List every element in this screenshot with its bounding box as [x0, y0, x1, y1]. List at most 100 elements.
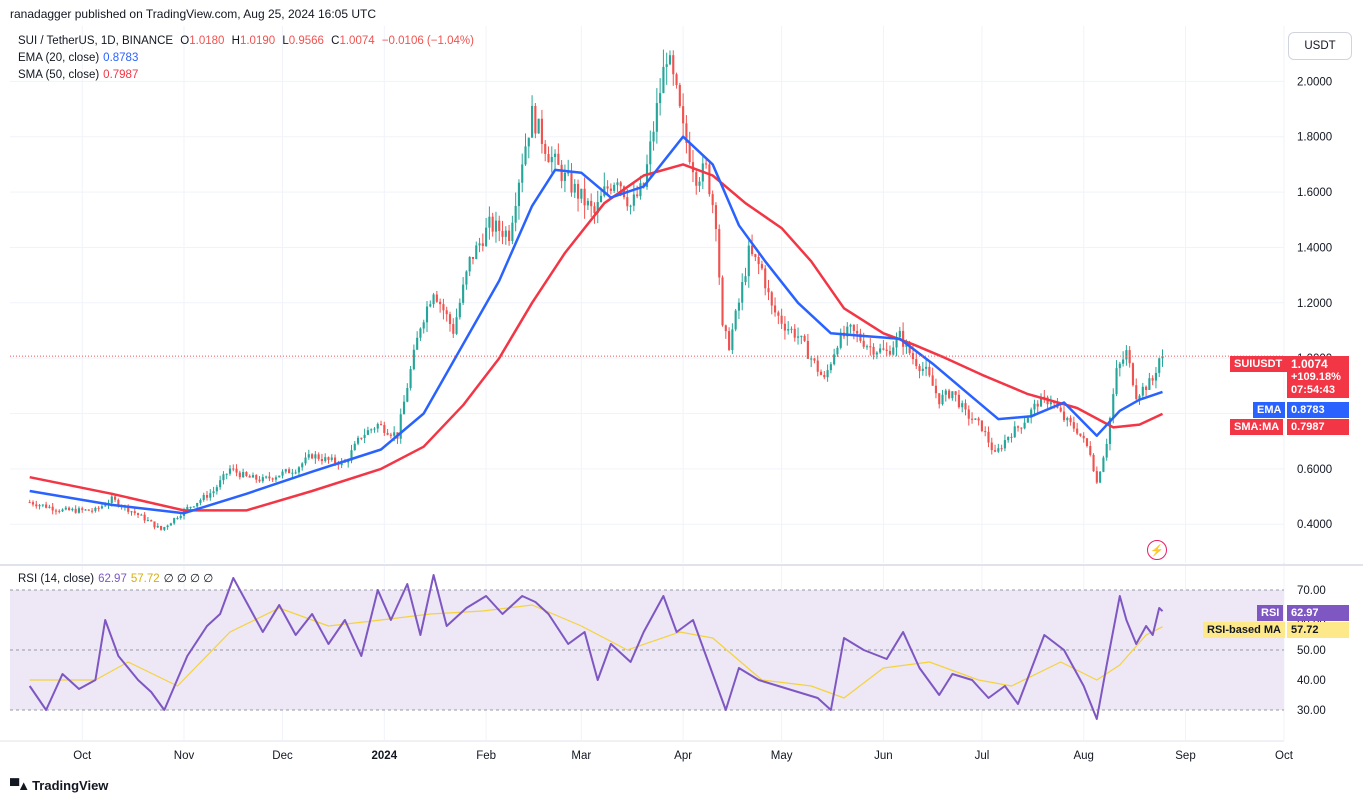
candle-body: [209, 493, 212, 498]
rsi-ma-line: [29, 604, 1163, 699]
candle-body: [38, 505, 41, 507]
ema-axis-value: 0.8783: [1287, 402, 1349, 418]
candle-body: [1000, 448, 1003, 450]
candle-body: [580, 188, 583, 199]
candle-body: [885, 349, 888, 351]
candle-body: [655, 103, 658, 132]
rsi-legend[interactable]: RSI (14, close) 62.97 57.72 ∅ ∅ ∅ ∅: [18, 571, 217, 585]
candle-body: [255, 475, 258, 480]
candle-body: [619, 182, 622, 187]
candle-body: [672, 55, 675, 75]
candle-body: [616, 182, 619, 185]
candle-body: [586, 200, 589, 206]
candle-body: [64, 507, 67, 510]
candle-body: [1118, 363, 1121, 369]
candle-body: [458, 302, 461, 318]
candle-body: [557, 153, 560, 165]
candle-body: [199, 500, 202, 503]
candle-body: [537, 118, 540, 134]
tradingview-logo[interactable]: ▀▲ TradingView: [10, 778, 108, 793]
ema-legend[interactable]: EMA (20, close) 0.8783: [18, 52, 142, 64]
candle-body: [1049, 402, 1052, 405]
rsi-legend-label: RSI (14, close): [18, 573, 95, 585]
candle-countdown: 07:54:43: [1291, 384, 1336, 396]
candle-body: [977, 418, 980, 421]
candle-body: [1102, 457, 1105, 472]
candle-body: [498, 220, 501, 232]
candle-body: [1108, 418, 1112, 444]
symbol-label[interactable]: SUI / TetherUS, 1D, BINANCE: [18, 35, 174, 47]
candle-body: [58, 510, 61, 512]
candle-body: [678, 85, 681, 107]
candle-body: [980, 420, 983, 432]
candle-body: [386, 432, 389, 435]
candle-body: [1158, 358, 1161, 373]
candle-body: [360, 437, 363, 439]
candle-body: [317, 454, 320, 460]
candle-body: [271, 478, 274, 480]
x-tick-label: May: [771, 750, 793, 762]
price-legend: SUI / TetherUS, 1D, BINANCE O1.0180 H1.0…: [18, 35, 478, 47]
high-label: H: [231, 35, 240, 47]
candle-body: [61, 509, 64, 512]
candle-body: [567, 172, 570, 174]
candle-body: [54, 510, 58, 512]
candle-body: [1095, 471, 1098, 483]
last-price-value: 1.0074: [1291, 357, 1328, 371]
y-tick-label: 1.8000: [1297, 132, 1332, 144]
candle-body: [806, 340, 809, 359]
price-pane[interactable]: [10, 26, 1284, 563]
candle-body: [1003, 440, 1006, 449]
candle-body: [419, 328, 422, 338]
candle-body: [409, 369, 412, 388]
candle-body: [695, 172, 698, 186]
candle-body: [488, 216, 491, 228]
candle-body: [291, 472, 294, 474]
currency-selector[interactable]: USDT: [1288, 32, 1352, 60]
candle-body: [242, 472, 245, 478]
candle-body: [938, 393, 941, 405]
candle-body: [964, 403, 967, 410]
candle-body: [130, 511, 133, 513]
candle-body: [327, 457, 330, 460]
candle-body: [721, 277, 724, 326]
candle-body: [1092, 454, 1095, 472]
candle-body: [462, 284, 465, 303]
candle-body: [1010, 436, 1013, 438]
candle-body: [606, 186, 609, 189]
candle-body: [504, 230, 507, 237]
candle-body: [800, 335, 803, 337]
x-tick-label: Oct: [1275, 750, 1294, 762]
candle-body: [383, 424, 386, 433]
rsi-tick-label: 30.00: [1297, 705, 1326, 717]
candle-body: [176, 518, 179, 520]
candle-body: [330, 457, 333, 460]
candle-body: [839, 332, 842, 348]
y-tick-label: 2.0000: [1297, 76, 1332, 88]
lightning-alert-icon[interactable]: ⚡: [1147, 540, 1167, 560]
open-label: O: [180, 35, 190, 47]
candle-body: [1079, 433, 1082, 436]
x-tick-label: Apr: [674, 750, 692, 762]
candle-body: [596, 202, 599, 214]
sma-legend[interactable]: SMA (50, close) 0.7987: [18, 69, 142, 81]
candle-body: [356, 437, 360, 444]
candle-body: [297, 467, 301, 473]
candle-body: [71, 508, 74, 511]
high-value: 1.0190: [239, 35, 276, 47]
candle-body: [77, 508, 81, 513]
candle-body: [1131, 363, 1135, 386]
candle-body: [632, 194, 635, 206]
x-tick-label: Dec: [272, 750, 293, 762]
candle-body: [731, 329, 734, 350]
candle-body: [393, 432, 396, 436]
candle-body: [734, 310, 737, 330]
candle-body: [911, 353, 915, 360]
candle-body: [110, 496, 113, 503]
candle-body: [1023, 422, 1026, 429]
x-tick-label: Jun: [874, 750, 893, 762]
candle-body: [970, 418, 974, 420]
candle-body: [127, 505, 130, 512]
candle-body: [902, 330, 905, 347]
